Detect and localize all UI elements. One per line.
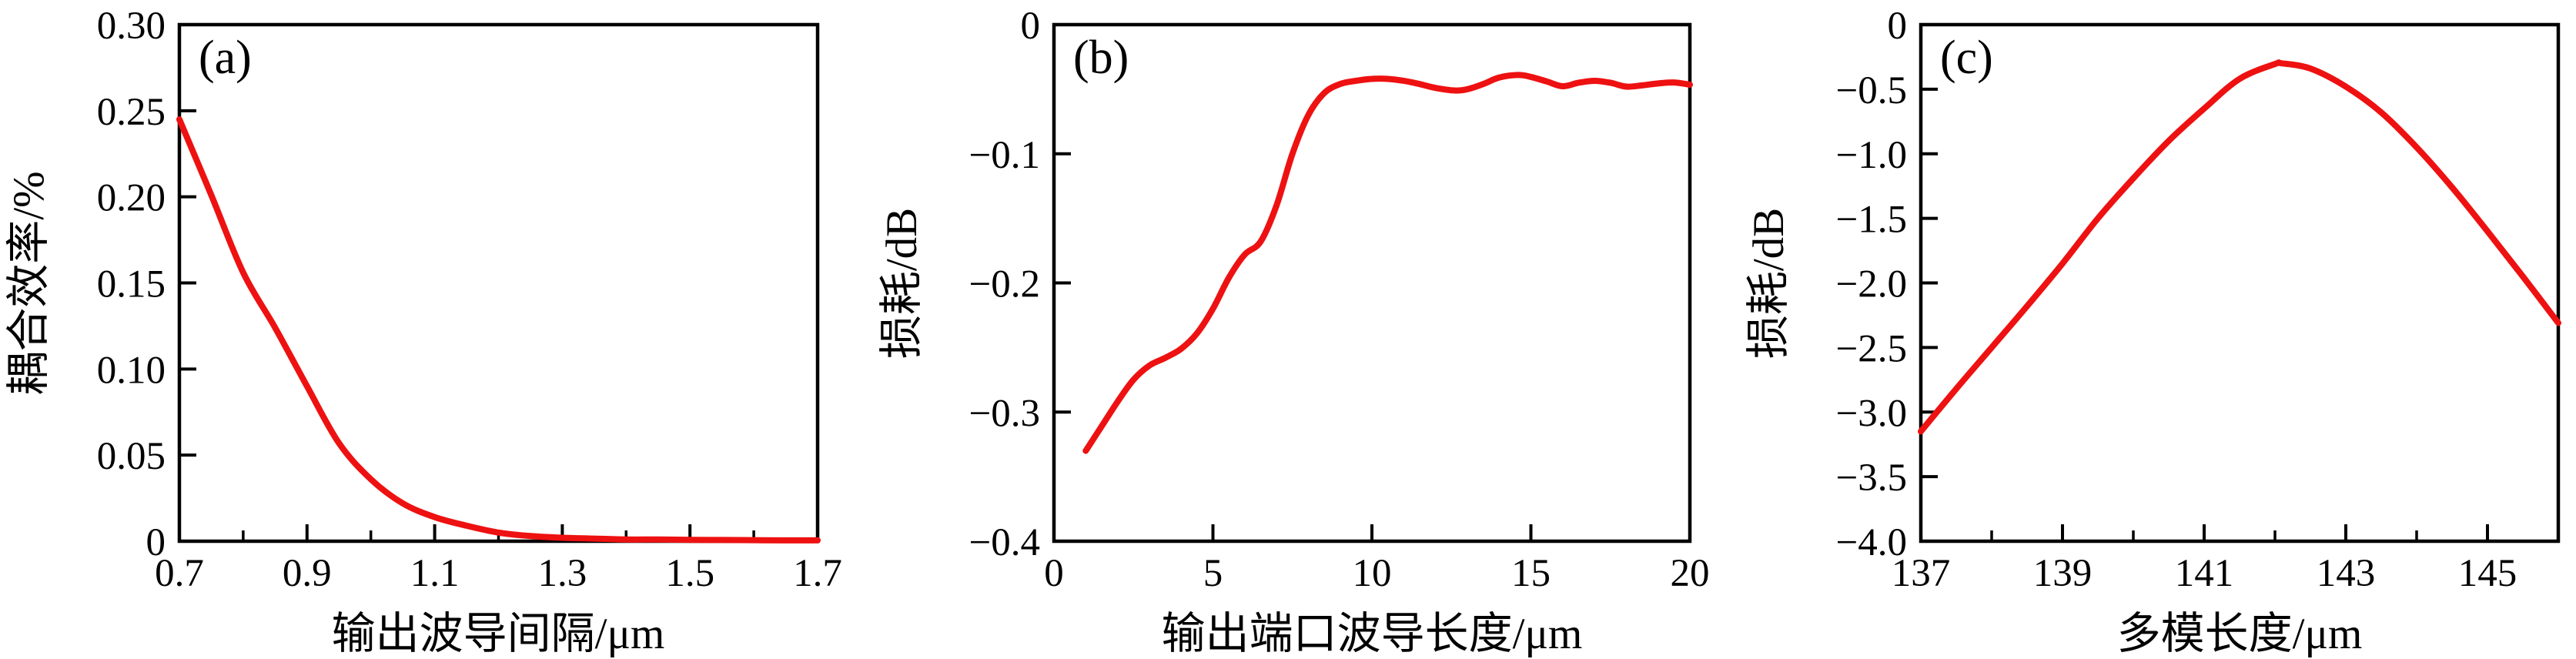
x-tick-label: 1.5 — [665, 552, 714, 595]
x-tick-label: 1.1 — [410, 552, 460, 595]
panel-c-plot: 137 139 141 143 145 0 −0.5 −1.0 −1.5 −2.0 −2.5 −3.0… — [1835, 5, 2561, 595]
y-tick-label: −0.4 — [969, 521, 1040, 564]
y-tick-label: 0 — [1888, 5, 1908, 48]
x-tick-label: 10 — [1353, 552, 1392, 595]
x-tick-label: 1.3 — [538, 552, 587, 595]
y-tick-label: −2.0 — [1835, 263, 1907, 306]
x-tick-label: 0.9 — [283, 552, 332, 595]
y-tick-label: −3.5 — [1835, 457, 1907, 500]
x-tick-label: 0.7 — [155, 552, 204, 595]
y-tick-label: −4.0 — [1835, 521, 1907, 564]
x-tick-label: 137 — [1892, 552, 1951, 595]
x-tick-label: 1.7 — [793, 552, 842, 595]
y-tick-label: −0.1 — [969, 134, 1040, 177]
y-tick-label: 0.25 — [97, 91, 166, 134]
x-tick-label: 20 — [1671, 552, 1710, 595]
series-line-c — [1918, 59, 2561, 435]
axes-frame — [1052, 22, 1692, 544]
panel-a-plot: 0.7 0.9 1.1 1.3 1.5 1.7 0 0.05 0.10 0.15 0.20 0.25 0… — [97, 5, 842, 595]
y-tick-label: −0.5 — [1835, 69, 1907, 112]
y-tick-label: −2.5 — [1835, 327, 1907, 370]
x-tick-label: 15 — [1511, 552, 1551, 595]
y-tick-label: −3.0 — [1835, 392, 1907, 435]
axes-frame — [177, 22, 820, 544]
y-tick-label: −0.2 — [969, 263, 1040, 306]
y-tick-label: 0.10 — [97, 349, 166, 392]
x-tick-label: 139 — [2033, 552, 2093, 595]
panel-b-plot: 0 5 10 15 20 0 −0.1 −0.2 −0.3 −0.4 — [969, 5, 1709, 595]
x-tick-label: 143 — [2317, 552, 2376, 595]
y-tick-label: −1.0 — [1835, 134, 1907, 177]
x-tick-label: 5 — [1203, 552, 1223, 595]
y-tick-label: 0.15 — [97, 263, 166, 306]
y-tick-label: −0.3 — [969, 392, 1040, 435]
y-tick-label: −1.5 — [1835, 199, 1907, 242]
x-tick-label: 145 — [2458, 552, 2517, 595]
x-tick-label: 141 — [2175, 552, 2234, 595]
x-tick-label: 0 — [1044, 552, 1064, 595]
y-tick-label: 0 — [1021, 5, 1041, 48]
y-tick-label: 0 — [146, 521, 166, 564]
y-tick-label: 0.20 — [97, 177, 166, 220]
series-line-b — [1082, 72, 1693, 454]
series-line-a — [176, 116, 821, 544]
y-tick-label: 0.05 — [97, 435, 166, 478]
axes-frame — [1919, 22, 2561, 544]
y-tick-label: 0.30 — [97, 5, 166, 48]
